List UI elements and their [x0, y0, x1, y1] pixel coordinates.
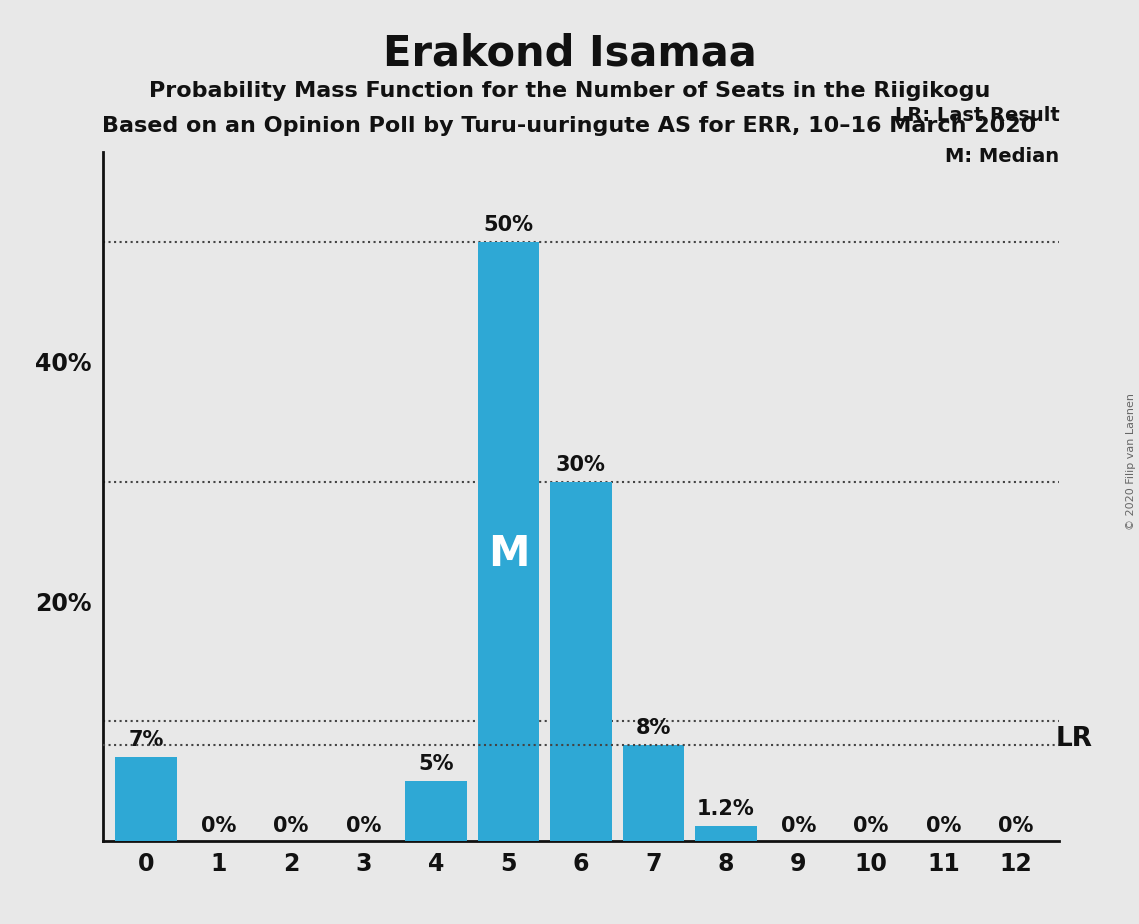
Text: 0%: 0%	[346, 816, 382, 836]
Text: M: M	[487, 532, 530, 575]
Bar	[477, 242, 539, 841]
Text: 1.2%: 1.2%	[697, 799, 755, 820]
Text: Erakond Isamaa: Erakond Isamaa	[383, 32, 756, 74]
Text: 8%: 8%	[636, 718, 671, 738]
Text: LR: LR	[1056, 726, 1092, 752]
Text: 7%: 7%	[129, 730, 164, 750]
Text: 0%: 0%	[998, 816, 1033, 836]
Text: © 2020 Filip van Laenen: © 2020 Filip van Laenen	[1126, 394, 1136, 530]
Text: 0%: 0%	[200, 816, 236, 836]
Text: 0%: 0%	[853, 816, 888, 836]
Bar	[115, 757, 177, 841]
Text: LR: Last Result: LR: Last Result	[894, 106, 1059, 125]
Bar	[405, 781, 467, 841]
Text: 0%: 0%	[780, 816, 816, 836]
Text: 30%: 30%	[556, 455, 606, 475]
Text: Probability Mass Function for the Number of Seats in the Riigikogu: Probability Mass Function for the Number…	[149, 81, 990, 102]
Bar	[695, 826, 756, 841]
Text: 50%: 50%	[483, 215, 533, 235]
Bar	[623, 745, 685, 841]
Bar	[550, 481, 612, 841]
Text: 0%: 0%	[926, 816, 961, 836]
Text: 5%: 5%	[418, 754, 453, 773]
Text: M: Median: M: Median	[945, 147, 1059, 166]
Text: 0%: 0%	[273, 816, 309, 836]
Text: Based on an Opinion Poll by Turu-uuringute AS for ERR, 10–16 March 2020: Based on an Opinion Poll by Turu-uuringu…	[103, 116, 1036, 136]
